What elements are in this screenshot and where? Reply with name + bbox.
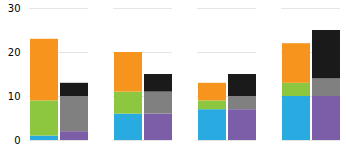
svg-text:0: 0 (14, 135, 20, 146)
svg-text:20: 20 (8, 47, 21, 58)
svg-text:10: 10 (8, 91, 21, 102)
svg-text:30: 30 (8, 3, 21, 14)
